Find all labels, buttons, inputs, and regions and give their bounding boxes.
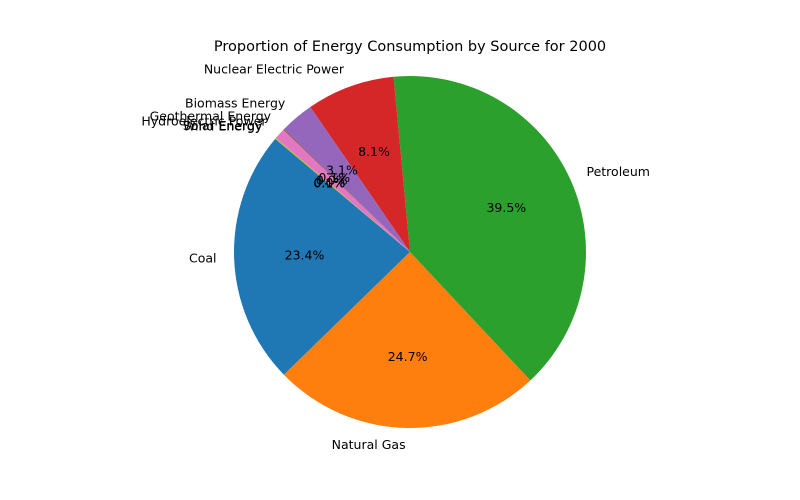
label-petroleum: Petroleum xyxy=(587,164,650,179)
slice-coal xyxy=(234,138,410,375)
slice-petroleum xyxy=(393,76,586,381)
slice-natural-gas xyxy=(283,252,531,428)
slice-biomass-energy xyxy=(284,106,410,253)
label-biomass-energy: Biomass Energy xyxy=(185,95,286,110)
label-solar-energy: Solar Energy xyxy=(183,118,263,133)
label-nuclear-electric-power: Nuclear Electric Power xyxy=(204,62,345,77)
pct-label-petroleum: 39.5% xyxy=(486,200,526,215)
pct-label-nuclear-electric-power: 8.1% xyxy=(358,144,390,159)
slice-hydroelectric-power xyxy=(275,129,410,252)
slice-wind-energy xyxy=(275,138,410,252)
label-geothermal-energy: Geothermal Energy xyxy=(150,109,272,124)
label-hydroelectric-power: Hydroelectric Power xyxy=(141,114,267,129)
pct-label-biomass-energy: 3.1% xyxy=(326,163,358,178)
label-natural-gas: Natural Gas xyxy=(332,437,406,452)
pie-labels: Coal 23.4% Natural Gas 24.7% Petroleum 39.5% N… xyxy=(141,62,650,453)
pct-label-natural-gas: 24.7% xyxy=(388,349,428,364)
slice-geothermal-energy xyxy=(283,129,410,252)
pct-label-coal: 23.4% xyxy=(285,247,325,262)
label-coal: Coal xyxy=(189,251,217,266)
slice-nuclear-electric-power xyxy=(310,76,410,253)
pct-label-solar-energy: 0.0% xyxy=(314,175,346,190)
chart-title: Proportion of Energy Consumption by Sour… xyxy=(214,39,606,55)
pct-label-geothermal-energy: 0.1% xyxy=(318,170,350,185)
pct-label-hydroelectric-power: 0.0% xyxy=(316,173,348,188)
pie-slices xyxy=(234,76,586,428)
pct-label-wind-energy: 0.1% xyxy=(313,175,345,190)
label-wind-energy: Wind Energy xyxy=(183,119,263,134)
